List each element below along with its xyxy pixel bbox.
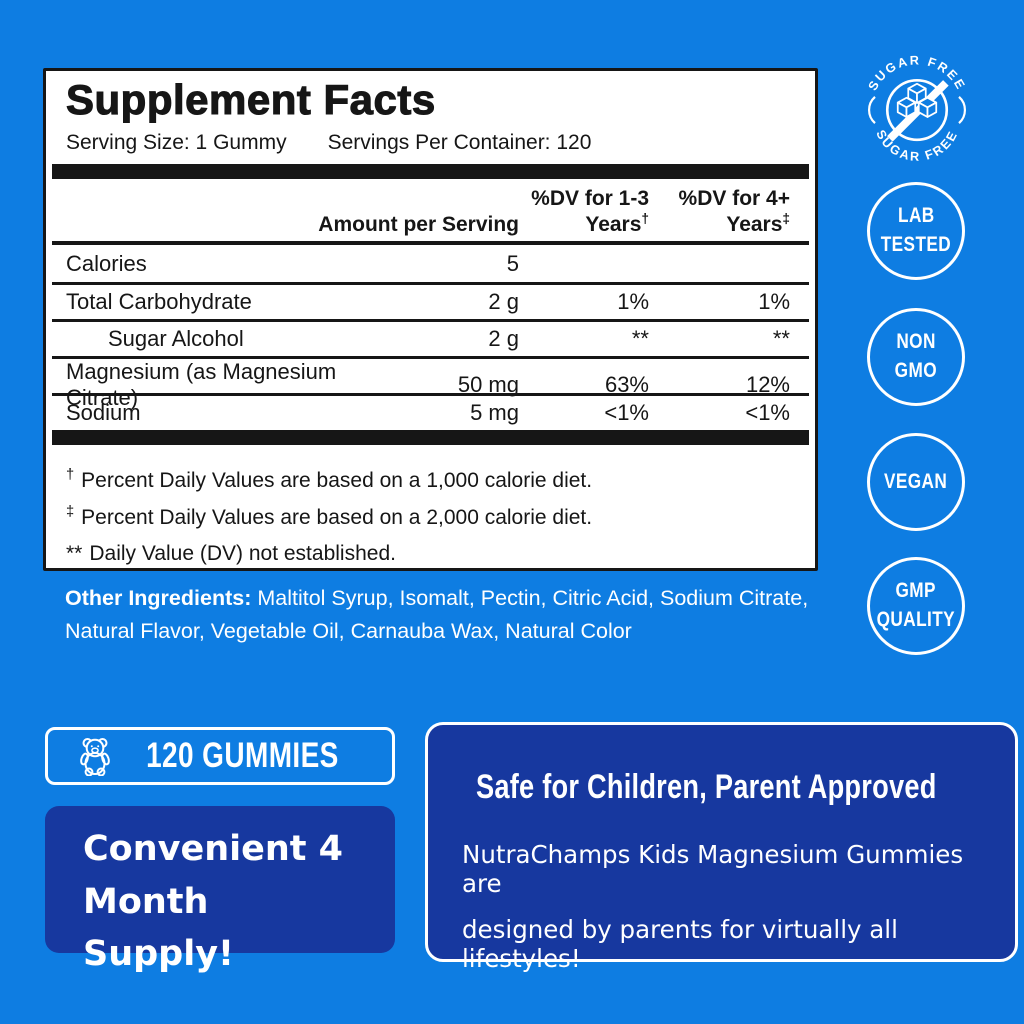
nutrient-amount: 5 mg	[470, 400, 519, 426]
stamp-tick-left	[868, 96, 876, 124]
stamp-tick-right	[958, 96, 966, 124]
supply-callout: Convenient 4 Month Supply!	[45, 806, 395, 974]
servings-per-container: Servings Per Container: 120	[327, 131, 592, 154]
safe-for-children-panel: Safe for Children, Parent Approved Nutra…	[425, 722, 1018, 973]
header-amount: Amount per Serving	[318, 212, 519, 236]
table-row-sugar-alcohol: Sugar Alcohol 2 g ** **	[52, 319, 809, 356]
nutrient-name: Total Carbohydrate	[66, 289, 252, 315]
header-dv-4plus: %DV for 4+ Years‡	[678, 187, 790, 236]
serving-info: Serving Size: 1 Gummy Servings Per Conta…	[66, 131, 809, 155]
header-dv-1-3: %DV for 1-3 Years†	[531, 187, 649, 236]
nutrient-name: Sodium	[66, 400, 141, 426]
nutrient-dv-4plus: 1%	[758, 289, 790, 315]
nutrient-name: Sugar Alcohol	[108, 326, 244, 352]
nutrient-dv-1-3: 1%	[617, 289, 649, 315]
sugar-free-arc-bottom: SUGAR FREE	[873, 128, 958, 164]
nutrient-dv-1-3: **	[631, 326, 649, 352]
sugar-cubes-crossed-icon	[885, 78, 949, 142]
gummy-bear-icon	[79, 738, 110, 776]
nutrient-dv-4plus: <1%	[745, 400, 790, 426]
facts-title: Supplement Facts	[65, 76, 436, 123]
safe-body-line2: designed by parents for virtually all li…	[462, 915, 898, 973]
badge-gmp-quality: GMP QUALITY	[867, 557, 965, 655]
badge-lab-tested: LAB TESTED	[867, 182, 965, 280]
footnote-2000-calorie: ‡ Percent Daily Values are based on a 2,0…	[66, 504, 593, 530]
other-ingredients-text: Maltitol Syrup, Isomalt, Pectin, Citric …	[65, 586, 809, 643]
table-row-calories: Calories 5	[52, 245, 809, 282]
sugar-free-badge: SUGAR FREE SUGAR FREE	[866, 54, 967, 164]
nutrient-amount: 2 g	[488, 289, 519, 315]
badge-vegan: VEGAN	[867, 433, 965, 531]
safe-heading: Safe for Children, Parent Approved	[476, 767, 937, 806]
other-ingredients-label: Other Ingredients:	[65, 586, 252, 610]
divider-thick-bottom	[52, 430, 809, 446]
footnote-1000-calorie: † Percent Daily Values are based on a 1,0…	[66, 467, 593, 493]
supply-text: Convenient 4 Month Supply!	[83, 829, 344, 974]
nutrient-dv-1-3: 63%	[604, 372, 649, 398]
table-row-total-carbohydrate: Total Carbohydrate 2 g 1% 1%	[52, 282, 809, 319]
nutrient-name: Magnesium (as Magnesium Citrate)	[66, 359, 337, 411]
nutrient-amount: 50 mg	[457, 372, 519, 398]
footnote-dv-not-established: ** Daily Value (DV) not established.	[66, 541, 396, 565]
footnotes: † Percent Daily Values are based on a 1,0…	[52, 445, 809, 567]
table-row-magnesium: Magnesium (as Magnesium Citrate) 50 mg 6…	[52, 356, 809, 410]
safe-body-line1: NutraChamps Kids Magnesium Gummies are	[462, 840, 964, 898]
badge-non-gmo: NON GMO	[867, 308, 965, 406]
svg-text:SUGAR FREE: SUGAR FREE	[873, 128, 961, 164]
serving-size: Serving Size: 1 Gummy	[66, 131, 287, 154]
other-ingredients: Other Ingredients: Maltitol Syrup, Isoma…	[65, 582, 817, 647]
nutrient-dv-1-3: <1%	[604, 400, 649, 426]
nutrient-dv-4plus: 12%	[745, 372, 790, 398]
nutrient-name: Calories	[66, 250, 147, 276]
supplement-facts-panel: Supplement Facts Serving Size: 1 Gummy S…	[43, 68, 818, 571]
gummies-count-label: 120 GUMMIES	[145, 736, 339, 775]
divider-thick-top	[52, 164, 809, 179]
safe-heading-row: Safe for Children, Parent Approved	[462, 759, 989, 815]
nutrient-amount: 5	[506, 250, 519, 276]
nutrient-dv-4plus: **	[772, 326, 790, 352]
table-header-row: Amount per Serving %DV for 1-3 Years† %D…	[52, 179, 809, 246]
nutrient-amount: 2 g	[488, 326, 519, 352]
table-row-sodium: Sodium 5 mg <1% <1%	[52, 393, 809, 430]
gummies-count-box: 120 GUMMIES	[45, 727, 395, 785]
